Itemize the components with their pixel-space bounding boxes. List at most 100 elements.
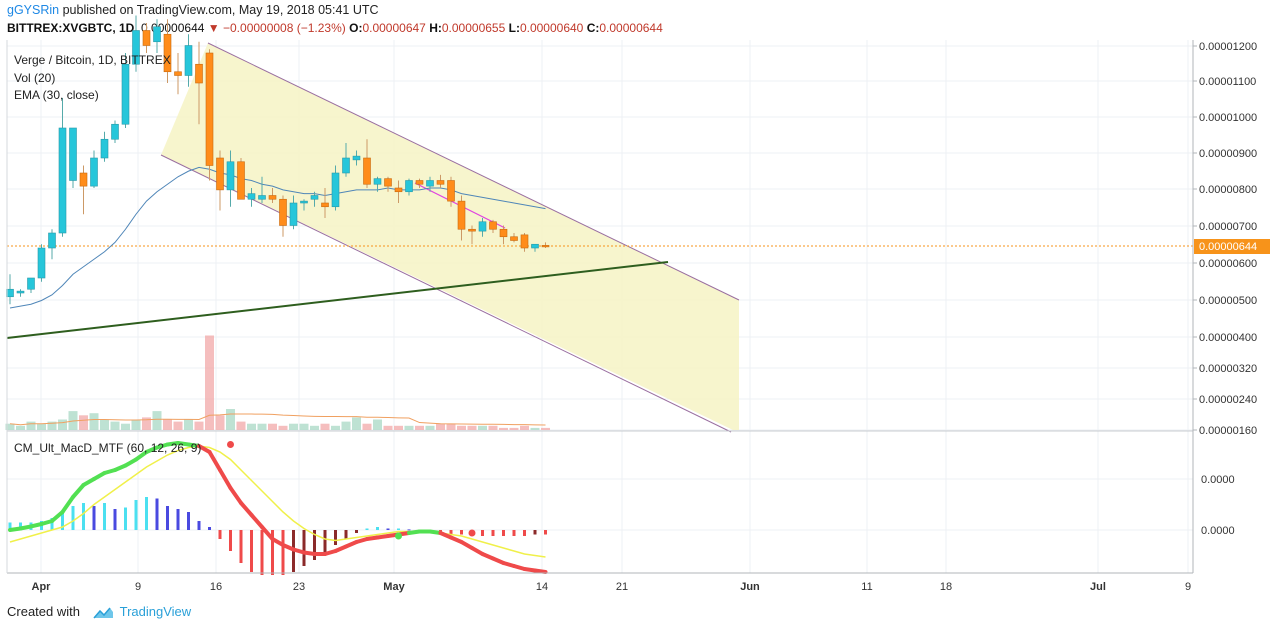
- x-tick-label-4: May: [383, 581, 405, 593]
- macd-hist-bar-48: [512, 530, 516, 536]
- price-tick-label-2: 0.00001000: [1199, 112, 1257, 124]
- candle-body-46: [489, 221, 497, 230]
- macd-line-seg-8: [81, 477, 96, 487]
- volume-bar-21: [226, 409, 235, 430]
- macd-line-seg-44: [459, 540, 474, 550]
- candle-body-25: [268, 195, 277, 200]
- candle-body-20: [216, 157, 224, 191]
- macd-hist-bar-1: [19, 522, 22, 530]
- candle-body-11: [121, 63, 130, 125]
- candle-body-23: [247, 193, 256, 200]
- macd-hist-bar-5: [61, 512, 64, 530]
- high-label: H:: [429, 21, 442, 35]
- publish-line: gGYSRin published on TradingView.com, Ma…: [7, 3, 379, 17]
- macd-hist-bar-51: [544, 530, 547, 535]
- candle-body-32: [342, 157, 350, 174]
- macd-hist-bar-26: [281, 530, 285, 575]
- tradingview-link[interactable]: TradingView: [119, 604, 192, 619]
- macd-hist-bar-31: [334, 530, 337, 545]
- macd-hist-bar-21: [229, 530, 232, 551]
- candle-body-16: [174, 71, 182, 76]
- macd-line-seg-25: [260, 525, 275, 541]
- macd-cross-dot-0: [227, 441, 234, 448]
- channel-lower-line: [160, 154, 732, 433]
- volume-bar-18: [194, 421, 204, 430]
- macd-line-seg-23: [239, 501, 254, 517]
- volume-bar-24: [257, 423, 267, 430]
- macd-hist-bar-46: [491, 530, 495, 536]
- candle-body-47: [499, 228, 508, 238]
- macd-hist-bar-13: [145, 497, 148, 530]
- macd-line-seg-7: [71, 483, 86, 499]
- macd-hist-bar-50: [533, 530, 537, 535]
- volume-bar-42: [446, 423, 456, 430]
- trend-line: [6, 261, 669, 339]
- candle-body-22: [237, 161, 245, 200]
- volume-bar-19: [205, 335, 214, 430]
- macd-hist-bar-47: [502, 530, 505, 536]
- volume-bar-15: [163, 419, 172, 430]
- price-tick-label-0: 0.00001200: [1199, 41, 1257, 53]
- macd-line-seg-20: [207, 450, 222, 472]
- macd-hist-bar-29: [313, 530, 316, 560]
- volume-bar-39: [415, 425, 424, 430]
- candle-body-21: [226, 161, 235, 191]
- candle-body-0: [6, 288, 14, 298]
- volume-bar-9: [100, 419, 109, 430]
- macd-line-seg-22: [228, 486, 243, 505]
- candle-body-41: [436, 180, 445, 185]
- candle-body-7: [79, 172, 88, 187]
- macd-hist-bar-36: [386, 528, 390, 530]
- x-tick-label-0: Apr: [32, 581, 52, 593]
- macd-line-seg-45: [470, 546, 485, 556]
- x-tick-label-11: 9: [1185, 581, 1191, 593]
- volume-bar-51: [541, 427, 550, 430]
- volume-bar-38: [404, 425, 414, 430]
- candle-body-14: [153, 26, 161, 43]
- volume-bar-20: [215, 415, 225, 430]
- axes: 0.00001200 0.00001100 0.00001000 0.00000900…: [6, 40, 1270, 593]
- candle-body-26: [279, 198, 287, 226]
- volume-bar-28: [299, 423, 309, 430]
- legend-vol: Vol (20): [14, 71, 56, 85]
- channel-upper-line: [207, 42, 740, 301]
- candle-body-6: [69, 127, 77, 181]
- price-tick-label-6: 0.00000600: [1199, 258, 1257, 270]
- x-tick-label-6: 21: [616, 581, 628, 593]
- macd-line-seg-12: [123, 457, 138, 468]
- macd-line-seg-6: [60, 495, 75, 514]
- candle-body-13: [142, 30, 151, 46]
- candle-body-44: [468, 228, 476, 232]
- macd-hist-bar-42: [449, 530, 453, 535]
- candle-body-31: [331, 172, 340, 208]
- open-value: 0.00000647: [362, 21, 426, 35]
- volume-bar-25: [268, 423, 277, 430]
- candle-body-35: [373, 178, 382, 185]
- x-tick-label-8: 11: [861, 581, 872, 593]
- candle-body-1: [16, 290, 25, 294]
- macd-hist-bar-10: [113, 509, 117, 530]
- candle-body-3: [37, 247, 46, 279]
- volume-bar-37: [394, 425, 403, 430]
- volume-bar-43: [457, 425, 466, 430]
- volume-bar-50: [530, 427, 540, 430]
- macd-tick-label-1: 0.0000: [1201, 525, 1235, 537]
- macd-hist-bar-33: [355, 530, 358, 533]
- price-change: −0.00000008 (−1.23%): [223, 21, 346, 35]
- price-tick-label-9: 0.00000320: [1199, 363, 1257, 375]
- volume-bar-12: [131, 419, 141, 430]
- macd-hist-bar-18: [197, 521, 201, 530]
- price-chart[interactable]: 0.00001200 0.00001100 0.00001000 0.00000900…: [0, 0, 1270, 600]
- macd-cross-dot-1: [395, 532, 402, 540]
- macd-hist-bar-11: [124, 507, 127, 530]
- volume-bar-22: [236, 421, 246, 430]
- author-link[interactable]: gGYSRin: [7, 3, 60, 17]
- candles: [6, 15, 550, 305]
- candle-body-36: [384, 178, 392, 187]
- volume-bar-40: [425, 425, 435, 430]
- channel: [6, 42, 1193, 433]
- candle-body-30: [321, 202, 329, 208]
- candle-body-45: [478, 221, 487, 232]
- macd-hist-bar-49: [523, 530, 526, 536]
- volume-bars: [5, 335, 550, 430]
